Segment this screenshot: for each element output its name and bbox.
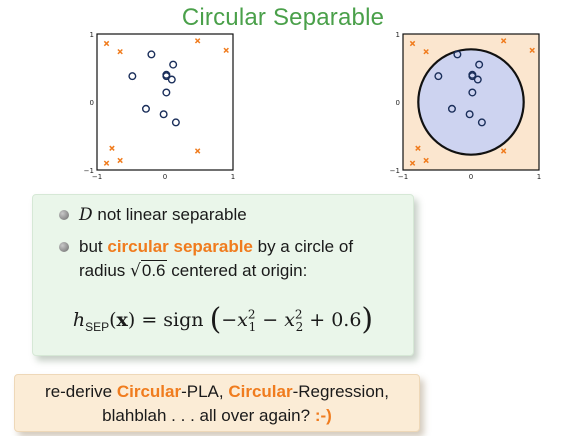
smiley-icon: :-) [314,406,332,425]
y-tick-label: 1 [396,31,400,39]
circle-point [162,70,171,79]
cross-point [500,148,507,154]
radius-line: radius √0.6 centered at origin: [79,260,307,282]
circle-point [162,88,171,97]
circular-post: by a circle of [252,237,354,256]
hypothesis-formula: hSEP(x) = sign (−x21 − x22 + 0.6) [72,302,374,337]
circle-point [477,118,486,127]
formula-sub1: 1 [248,319,257,334]
bullet-icon [59,210,69,220]
y-tick-label: −1 [84,167,94,175]
y-tick-label: 1 [90,31,94,39]
formula-equals: = sign [135,309,204,331]
circle-point [465,110,474,119]
circle-point [159,110,168,119]
formula-term1: −x [221,309,248,331]
formula-sup1: 2 [247,307,256,322]
scatter-plot-right-canvas: −1 0 1 1 0 −1 [390,31,542,181]
cross-point [109,145,115,151]
x-tick-label: −1 [398,173,408,181]
formula-arg: x [116,309,128,331]
circle-point [447,104,456,113]
circle-point [434,72,443,81]
circular-pre: but [79,237,108,256]
circle-point [169,60,178,69]
scatter-plot-left-canvas: −1 0 1 1 0 −1 [84,31,236,181]
circle-point [473,75,482,84]
circle-point [468,70,477,79]
cross-point [194,38,201,44]
cross-point [409,40,416,47]
pla-text: -PLA, [181,382,229,401]
x-tick-label: 0 [469,173,473,181]
circular-separable-highlight: circular separable [107,237,253,256]
cross-point [423,157,429,164]
y-tick-label: 0 [90,99,94,107]
plot-frame [402,33,540,171]
cross-point [103,160,110,166]
bullet-not-linear: D not linear separable [79,204,247,226]
cross-point [223,47,229,54]
explanation-box: D not linear separable but circular sepa… [32,194,414,356]
separating-circle [417,48,525,156]
cross-point [423,48,429,55]
scatter-plot-left: −1 0 1 1 0 −1 [84,30,239,185]
sqrt-value: 0.6 [140,260,167,280]
slide-title: Circular Separable [181,4,385,31]
circle-point [475,60,484,69]
cross-point [500,38,507,44]
x-tick-label: 1 [231,173,235,181]
formula-sub2: 2 [295,319,304,334]
cross-point [117,157,123,164]
cross-point [409,160,416,166]
formula-sup2: 2 [294,307,303,322]
rederive-pre: re-derive [45,382,117,401]
y-tick-label: 0 [396,99,400,107]
cross-point [117,48,123,55]
bullet-circular: but circular separable by a circle of [79,236,353,258]
dataset-symbol: D [79,205,93,225]
formula-tail: + 0.6 [303,309,362,331]
formula-sub: SEP [85,319,110,334]
x-tick-label: 0 [163,173,167,181]
radius-pre: radius [79,261,131,280]
cross-point [415,145,421,151]
scatter-plot-right: −1 0 1 1 0 −1 [390,30,545,185]
circle-point [167,75,176,84]
rederive-line2: blahblah . . . all over again? :-) [15,405,419,427]
x-tick-label: 1 [537,173,541,181]
circle-point [453,50,462,59]
rederive-box: re-derive Circular-PLA, Circular-Regress… [14,374,420,432]
y-tick-label: −1 [390,167,400,175]
circle-point [141,104,150,113]
cross-point [194,148,201,154]
sqrt-expression: √0.6 [130,260,167,281]
radius-post: centered at origin: [166,261,308,280]
formula-term2: − x [256,309,295,331]
circle-point [147,50,156,59]
cross-point [529,47,535,54]
cross-point [103,40,110,47]
circular-word-2: Circular [228,382,293,401]
circular-word-1: Circular [116,382,182,401]
circle-point [128,72,137,81]
x-tick-label: −1 [92,173,102,181]
formula-h: h [72,309,86,331]
circle-point [171,118,180,127]
plot-background [97,34,233,170]
regression-text: -Regression, [292,382,389,401]
bullet-icon [59,242,69,252]
circle-point [468,88,477,97]
blahblah-text: blahblah . . . all over again? [102,406,315,425]
plot-frame [96,33,234,171]
not-linear-text: not linear separable [92,205,247,224]
rederive-line1: re-derive Circular-PLA, Circular-Regress… [15,381,419,403]
